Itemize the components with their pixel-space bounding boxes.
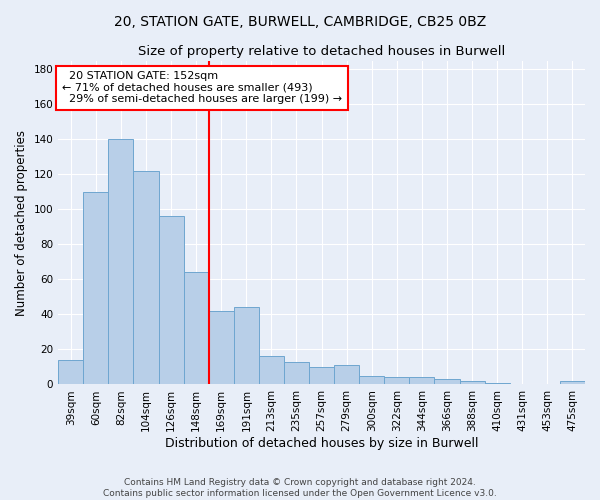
Bar [334,365,359,384]
X-axis label: Distribution of detached houses by size in Burwell: Distribution of detached houses by size … [165,437,478,450]
Bar [560,381,585,384]
Bar [184,272,209,384]
Bar [58,360,83,384]
Bar [359,376,385,384]
Y-axis label: Number of detached properties: Number of detached properties [15,130,28,316]
Title: Size of property relative to detached houses in Burwell: Size of property relative to detached ho… [138,45,505,58]
Bar [133,171,158,384]
Bar [460,381,485,384]
Bar [409,378,434,384]
Bar [83,192,109,384]
Text: Contains HM Land Registry data © Crown copyright and database right 2024.
Contai: Contains HM Land Registry data © Crown c… [103,478,497,498]
Bar [284,362,309,384]
Bar [259,356,284,384]
Bar [434,379,460,384]
Bar [158,216,184,384]
Text: 20, STATION GATE, BURWELL, CAMBRIDGE, CB25 0BZ: 20, STATION GATE, BURWELL, CAMBRIDGE, CB… [114,15,486,29]
Text: 20 STATION GATE: 152sqm
← 71% of detached houses are smaller (493)
  29% of semi: 20 STATION GATE: 152sqm ← 71% of detache… [62,71,342,104]
Bar [485,382,510,384]
Bar [209,311,234,384]
Bar [385,378,409,384]
Bar [109,140,133,384]
Bar [234,308,259,384]
Bar [309,367,334,384]
